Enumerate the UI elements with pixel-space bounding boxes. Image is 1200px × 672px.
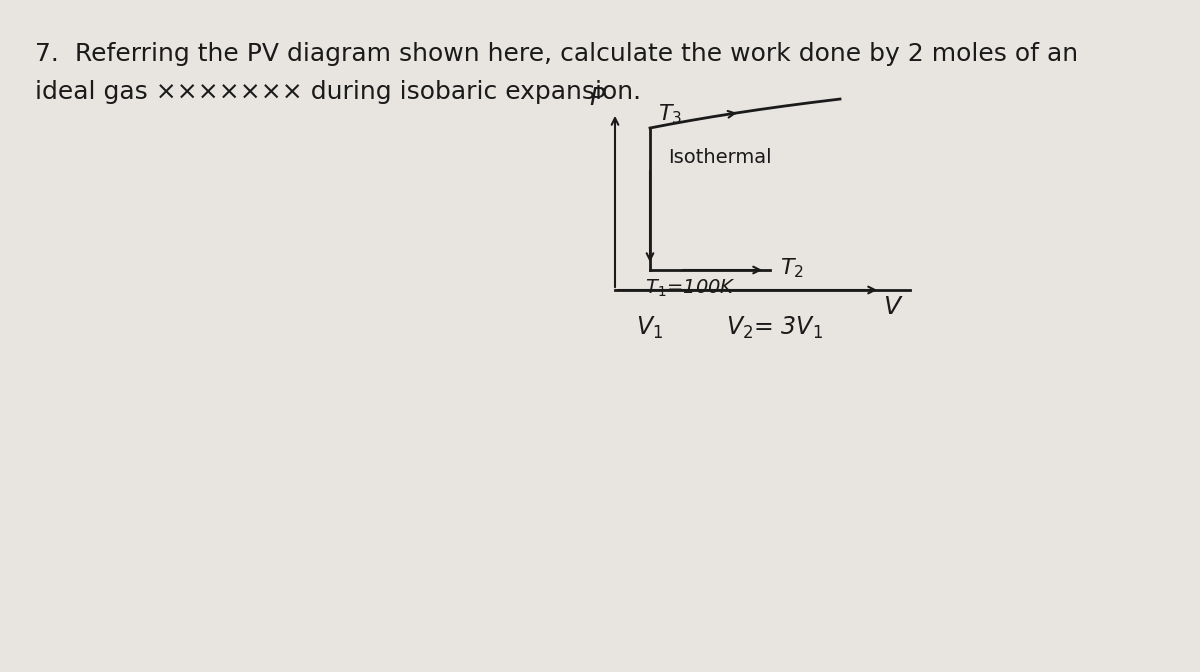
- Text: V$_1$: V$_1$: [636, 315, 664, 341]
- Text: ideal gas ⨯⨯⨯⨯⨯⨯⨯ during isobaric expansion.: ideal gas ⨯⨯⨯⨯⨯⨯⨯ during isobaric expans…: [35, 80, 641, 104]
- Text: P: P: [589, 86, 605, 110]
- Text: T$_3$: T$_3$: [658, 102, 683, 126]
- Text: V: V: [883, 295, 900, 319]
- Text: Isothermal: Isothermal: [668, 148, 772, 167]
- Text: T$_2$: T$_2$: [780, 256, 804, 280]
- Text: V$_2$= 3V$_1$: V$_2$= 3V$_1$: [726, 315, 823, 341]
- Text: T$_1$=100K: T$_1$=100K: [646, 278, 736, 299]
- Text: 7.  Referring the PV diagram shown here, calculate the work done by 2 moles of a: 7. Referring the PV diagram shown here, …: [35, 42, 1078, 66]
